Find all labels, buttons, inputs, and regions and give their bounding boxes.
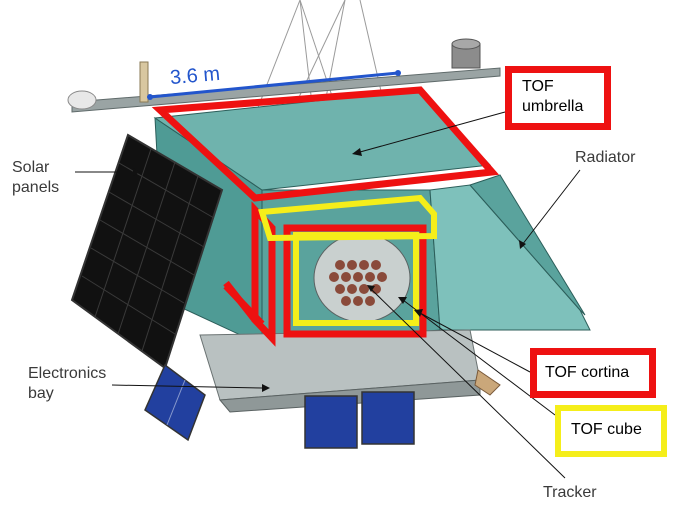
- tof-cube-box: TOF cube: [555, 405, 667, 457]
- tof-cortina-front-outline: [283, 224, 427, 338]
- scale-label: 3.6 m: [169, 62, 221, 90]
- top-boom: [67, 38, 501, 113]
- tof-umbrella-outline: [151, 86, 500, 202]
- leader-lines: [75, 111, 581, 479]
- electronics-bay-label: Electronics bay: [28, 365, 107, 402]
- arrow-heads: [133, 148, 526, 392]
- scale-bar: [147, 70, 401, 100]
- solar-panel-small-left: [144, 363, 206, 442]
- radiator-wing: [429, 184, 591, 331]
- solar-panel-small-center-1: [304, 395, 358, 449]
- solar-panel-left: [70, 133, 224, 370]
- tof-cube-outline: [258, 194, 437, 242]
- tof-cortina-box: TOF cortina: [530, 348, 656, 398]
- radiator-label: Radiator: [575, 149, 636, 166]
- tof-umbrella-box: TOF umbrella: [505, 66, 611, 130]
- tracker-label: Tracker: [543, 484, 597, 501]
- solar-panels-label: Solar panels: [12, 159, 60, 196]
- solar-panel-small-center-2: [361, 391, 415, 445]
- small-tan-panel: [474, 369, 501, 396]
- tof-cube-front-outline: [293, 232, 419, 326]
